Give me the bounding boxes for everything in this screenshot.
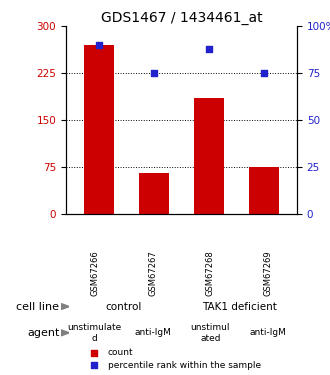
Title: GDS1467 / 1434461_at: GDS1467 / 1434461_at bbox=[101, 11, 262, 25]
Text: TAK1 deficient: TAK1 deficient bbox=[202, 302, 277, 312]
Polygon shape bbox=[61, 330, 69, 336]
Text: anti-IgM: anti-IgM bbox=[250, 328, 286, 338]
Text: GSM67267: GSM67267 bbox=[148, 250, 157, 296]
Bar bbox=[139, 173, 169, 214]
Bar bbox=[194, 98, 224, 214]
Point bbox=[261, 70, 267, 76]
Text: count: count bbox=[108, 348, 133, 357]
Text: percentile rank within the sample: percentile rank within the sample bbox=[108, 361, 261, 370]
Text: anti-IgM: anti-IgM bbox=[134, 328, 171, 338]
Point bbox=[151, 70, 157, 76]
Text: unstimulate
d: unstimulate d bbox=[68, 323, 122, 342]
Point bbox=[96, 42, 102, 48]
Text: GSM67269: GSM67269 bbox=[264, 250, 273, 296]
Bar bbox=[249, 167, 279, 214]
Text: GSM67266: GSM67266 bbox=[90, 250, 99, 296]
Point bbox=[91, 362, 96, 368]
Text: cell line: cell line bbox=[16, 302, 59, 312]
Polygon shape bbox=[61, 304, 69, 310]
Text: GSM67268: GSM67268 bbox=[206, 250, 215, 296]
Text: agent: agent bbox=[27, 328, 59, 338]
Point bbox=[91, 350, 96, 356]
Point bbox=[206, 46, 212, 52]
Bar bbox=[84, 45, 114, 214]
Text: unstimul
ated: unstimul ated bbox=[191, 323, 230, 342]
Text: control: control bbox=[106, 302, 142, 312]
